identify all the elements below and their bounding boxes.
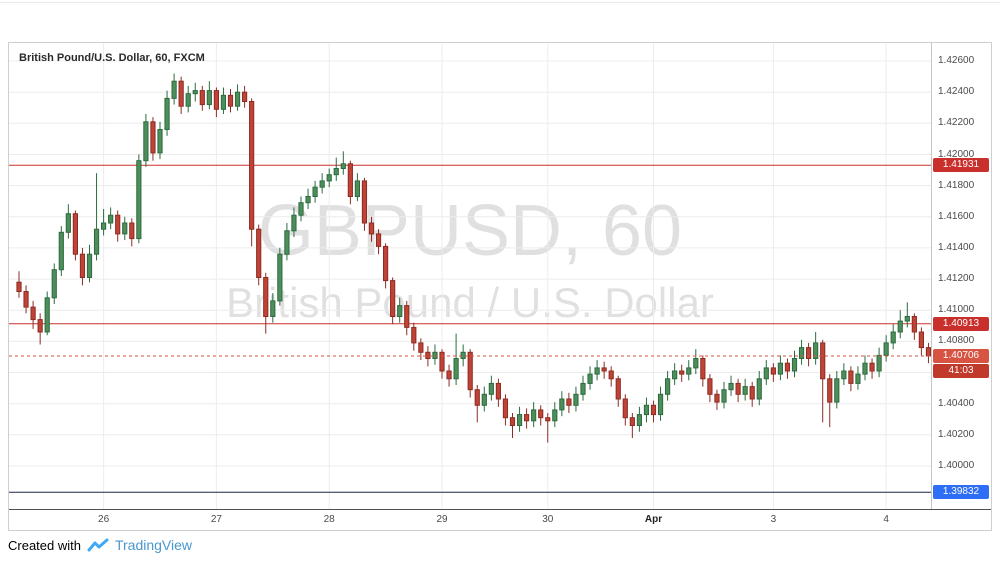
price-tick: 1.42000 xyxy=(938,148,975,160)
price-tick: 1.40200 xyxy=(938,428,975,440)
tradingview-logo-icon xyxy=(87,538,109,553)
symbol-legend[interactable]: British Pound/U.S. Dollar, 60, FXCM xyxy=(19,52,205,64)
attribution: Created with TradingView xyxy=(8,537,192,553)
bar-countdown-label: 41:03 xyxy=(933,364,989,378)
price-tick: 1.41200 xyxy=(938,273,975,285)
time-label: 28 xyxy=(323,514,335,525)
top-divider xyxy=(0,2,1000,3)
price-line-1-39832-label[interactable]: 1.39832 xyxy=(933,485,989,500)
price-tick: 1.40000 xyxy=(938,460,975,471)
candlestick-canvas[interactable] xyxy=(9,43,931,509)
price-tick: 1.40800 xyxy=(938,335,975,347)
time-label: 27 xyxy=(210,514,222,525)
time-label: 26 xyxy=(98,514,110,525)
time-axis[interactable]: 26 27 28 29 30 Apr 3 4 xyxy=(9,509,991,530)
price-tick: 1.42600 xyxy=(938,55,975,66)
price-tick: 1.41400 xyxy=(938,241,975,253)
time-label: 29 xyxy=(436,514,448,525)
time-label: 3 xyxy=(770,514,777,525)
grid-lines xyxy=(9,43,931,509)
price-line-1-40913-label[interactable]: 1.40913 xyxy=(933,316,989,331)
candles xyxy=(16,73,931,443)
last-price-label: 1.40706 xyxy=(933,349,989,363)
price-axis[interactable]: 1.42600 1.42400 1.42200 1.42000 1.41800 1.416… xyxy=(931,43,991,509)
time-label: Apr xyxy=(644,514,663,525)
price-tick: 1.40400 xyxy=(938,397,975,409)
chart-plot[interactable]: GBPUSD, 60 British Pound / U.S. Dollar B… xyxy=(9,43,931,509)
attribution-prefix: Created with xyxy=(8,537,81,553)
chart-widget: GBPUSD, 60 British Pound / U.S. Dollar B… xyxy=(8,42,992,531)
price-tick: 1.42400 xyxy=(938,86,975,98)
price-tick: 1.41600 xyxy=(938,210,975,222)
price-tick: 1.41000 xyxy=(938,304,975,316)
price-tick: 1.42200 xyxy=(938,117,975,129)
time-label: 30 xyxy=(542,514,554,525)
price-tick: 1.41800 xyxy=(938,179,975,191)
price-line-1-41931-label[interactable]: 1.41931 xyxy=(933,158,989,173)
tradingview-link[interactable]: TradingView xyxy=(114,537,193,553)
time-label: 4 xyxy=(883,514,889,525)
